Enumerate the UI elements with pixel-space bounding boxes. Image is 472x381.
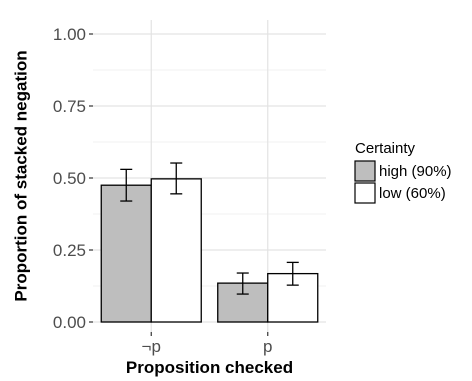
- bar-high-not-p: [100, 184, 152, 323]
- error-bar: [170, 162, 183, 195]
- legend-title: Certainty: [355, 140, 416, 157]
- error-bar: [236, 272, 249, 295]
- x-tick-label: p: [263, 337, 272, 356]
- legend-label-high: high (90%): [379, 163, 452, 180]
- bars: [100, 178, 319, 323]
- y-tick-label: 0.25: [53, 241, 86, 260]
- y-tick-label: 1.00: [53, 25, 86, 44]
- error-bar: [286, 261, 299, 286]
- legend-key-high: [354, 160, 376, 182]
- bar-low-not-p: [150, 178, 202, 323]
- error-bar: [120, 168, 133, 202]
- y-tick-label: 0.75: [53, 97, 86, 116]
- axes: 0.00 0.25 0.50 0.75 1.00 ¬p p: [53, 25, 273, 356]
- legend-label-low: low (60%): [379, 185, 446, 202]
- x-tick-label: ¬p: [142, 337, 161, 356]
- y-axis-title: Proportion of stacked negation: [11, 50, 30, 301]
- y-tick-label: 0.00: [53, 313, 86, 332]
- error-bars: [120, 162, 299, 295]
- x-axis-title: Proposition checked: [126, 358, 293, 377]
- legend: Certainty high (90%) low (60%): [354, 140, 452, 204]
- y-tick-label: 0.50: [53, 169, 86, 188]
- legend-key-low: [354, 182, 376, 204]
